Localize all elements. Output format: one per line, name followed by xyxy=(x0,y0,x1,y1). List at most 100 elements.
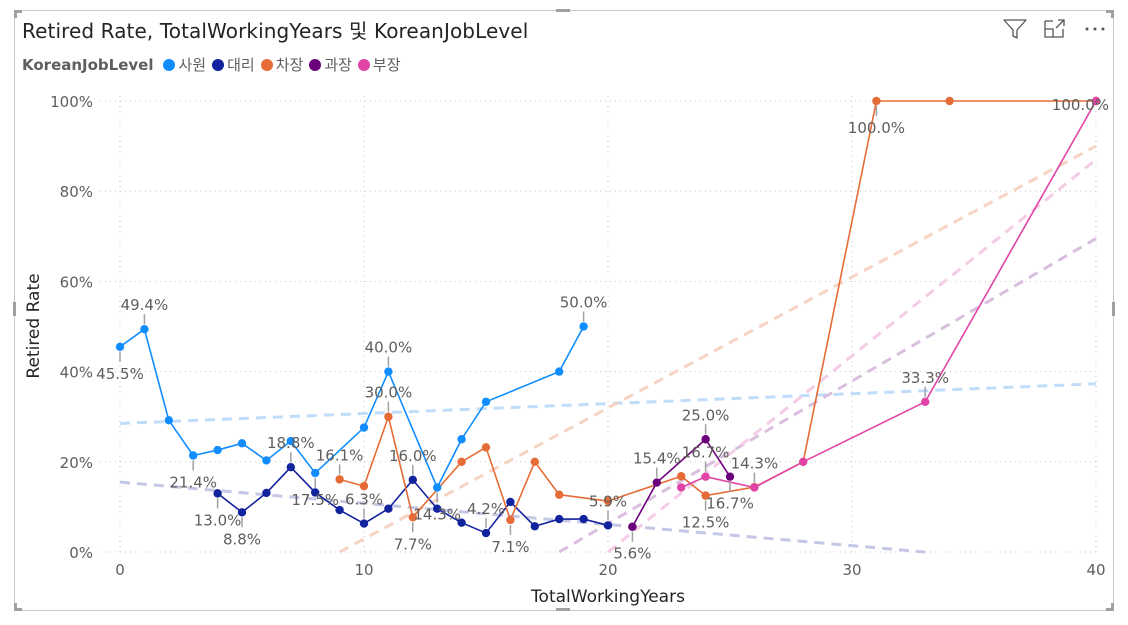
legend-item-sawon[interactable]: 사원 xyxy=(163,54,206,75)
resize-handle-bottom-left-v[interactable] xyxy=(14,603,17,611)
focus-mode-button[interactable] xyxy=(1042,16,1068,42)
data-point[interactable] xyxy=(481,397,491,407)
resize-handle-bottom-center[interactable] xyxy=(556,608,570,611)
data-point[interactable] xyxy=(359,519,369,528)
data-point[interactable] xyxy=(335,475,344,484)
data-point[interactable] xyxy=(408,513,417,522)
data-point[interactable] xyxy=(603,496,613,506)
resize-handle-top-left-v[interactable] xyxy=(14,10,17,18)
data-point[interactable] xyxy=(677,472,686,481)
trend-line-2 xyxy=(338,144,1097,554)
data-point[interactable] xyxy=(799,457,808,466)
x-tick-label: 0 xyxy=(115,561,125,579)
legend-item-daeri[interactable]: 대리 xyxy=(212,54,255,75)
data-point[interactable] xyxy=(579,322,588,331)
data-point[interactable] xyxy=(872,96,881,106)
data-point[interactable] xyxy=(115,342,125,351)
data-point[interactable] xyxy=(237,439,247,448)
data-point[interactable] xyxy=(457,518,466,527)
x-tick-label: 30 xyxy=(842,561,861,579)
data-point[interactable] xyxy=(311,468,320,478)
resize-handle-bottom-right-v[interactable] xyxy=(1111,603,1114,611)
resize-handle-bottom-left[interactable] xyxy=(14,608,22,611)
data-point[interactable] xyxy=(506,497,515,507)
data-point[interactable] xyxy=(213,445,222,455)
data-point[interactable] xyxy=(384,504,393,513)
data-point[interactable] xyxy=(725,472,735,481)
focus-mode-icon xyxy=(1044,19,1065,38)
data-point[interactable] xyxy=(408,475,417,485)
resize-handle-top-right[interactable] xyxy=(1106,10,1114,13)
data-point[interactable] xyxy=(262,456,271,465)
data-point[interactable] xyxy=(945,96,954,106)
chart-title: Retired Rate, TotalWorkingYears 및 Korean… xyxy=(22,19,529,43)
data-point[interactable] xyxy=(359,481,369,491)
data-point[interactable] xyxy=(555,490,564,499)
data-point[interactable] xyxy=(555,514,564,524)
data-point[interactable] xyxy=(311,488,320,497)
resize-handle-bottom-right[interactable] xyxy=(1106,608,1114,611)
data-point[interactable] xyxy=(1091,96,1101,106)
data-point[interactable] xyxy=(701,435,710,444)
resize-handle-top-left[interactable] xyxy=(14,10,22,13)
data-label: 16.7% xyxy=(682,444,730,462)
resize-handle-right-center[interactable] xyxy=(1112,302,1115,316)
data-point[interactable] xyxy=(677,483,686,492)
legend-label: 차장 xyxy=(275,56,304,74)
resize-handle-left-center[interactable] xyxy=(13,302,16,316)
data-point[interactable] xyxy=(213,489,222,498)
data-point[interactable] xyxy=(750,483,759,492)
data-point[interactable] xyxy=(189,451,198,460)
legend-title: KoreanJobLevel xyxy=(22,55,154,74)
series-line-4 xyxy=(680,100,1097,489)
data-point[interactable] xyxy=(701,472,710,481)
y-tick-label: 60% xyxy=(60,273,93,291)
legend-marker-icon xyxy=(357,58,370,71)
data-point[interactable] xyxy=(384,412,393,421)
data-point[interactable] xyxy=(433,504,442,513)
data-point[interactable] xyxy=(359,423,369,432)
more-options-button[interactable] xyxy=(1082,16,1108,42)
data-point[interactable] xyxy=(555,367,564,376)
data-point[interactable] xyxy=(481,528,491,538)
y-axis-title: Retired Rate xyxy=(24,273,44,378)
data-point[interactable] xyxy=(481,443,491,452)
data-point[interactable] xyxy=(579,514,588,524)
data-point[interactable] xyxy=(701,491,710,500)
legend-item-chajang[interactable]: 차장 xyxy=(260,54,304,75)
data-point[interactable] xyxy=(921,397,930,407)
data-point[interactable] xyxy=(164,416,173,425)
legend-item-gwajang[interactable]: 과장 xyxy=(309,54,352,75)
legend-label: 사원 xyxy=(178,56,207,74)
resize-handle-top-center[interactable] xyxy=(556,9,570,12)
data-point[interactable] xyxy=(335,505,344,515)
data-point[interactable] xyxy=(506,515,515,525)
data-point[interactable] xyxy=(457,457,466,466)
data-label: 5.6% xyxy=(613,545,651,563)
series-line-3 xyxy=(631,438,731,528)
filter-button[interactable] xyxy=(1002,16,1028,42)
data-point[interactable] xyxy=(603,521,613,530)
legend-marker-icon xyxy=(260,58,273,71)
legend-item-bujang[interactable]: 부장 xyxy=(357,54,401,75)
data-point[interactable] xyxy=(262,488,271,498)
data-point[interactable] xyxy=(530,457,539,466)
data-label: 100.0% xyxy=(848,119,905,137)
data-point[interactable] xyxy=(286,436,295,446)
data-label: 5.9% xyxy=(589,492,627,510)
data-label: 14.3% xyxy=(413,506,461,524)
data-point[interactable] xyxy=(652,478,661,487)
data-point[interactable] xyxy=(530,522,539,531)
data-point[interactable] xyxy=(628,522,637,531)
data-point[interactable] xyxy=(384,367,393,376)
gridlines xyxy=(100,96,1100,553)
data-point[interactable] xyxy=(433,483,442,492)
data-point[interactable] xyxy=(140,325,149,334)
data-label: 15.4% xyxy=(633,450,681,468)
data-point[interactable] xyxy=(286,463,295,472)
data-point[interactable] xyxy=(237,508,247,517)
legend-marker-icon xyxy=(163,58,176,71)
resize-handle-top-right-v[interactable] xyxy=(1111,10,1114,18)
data-point[interactable] xyxy=(457,435,466,444)
data-label: 14.3% xyxy=(731,455,779,473)
